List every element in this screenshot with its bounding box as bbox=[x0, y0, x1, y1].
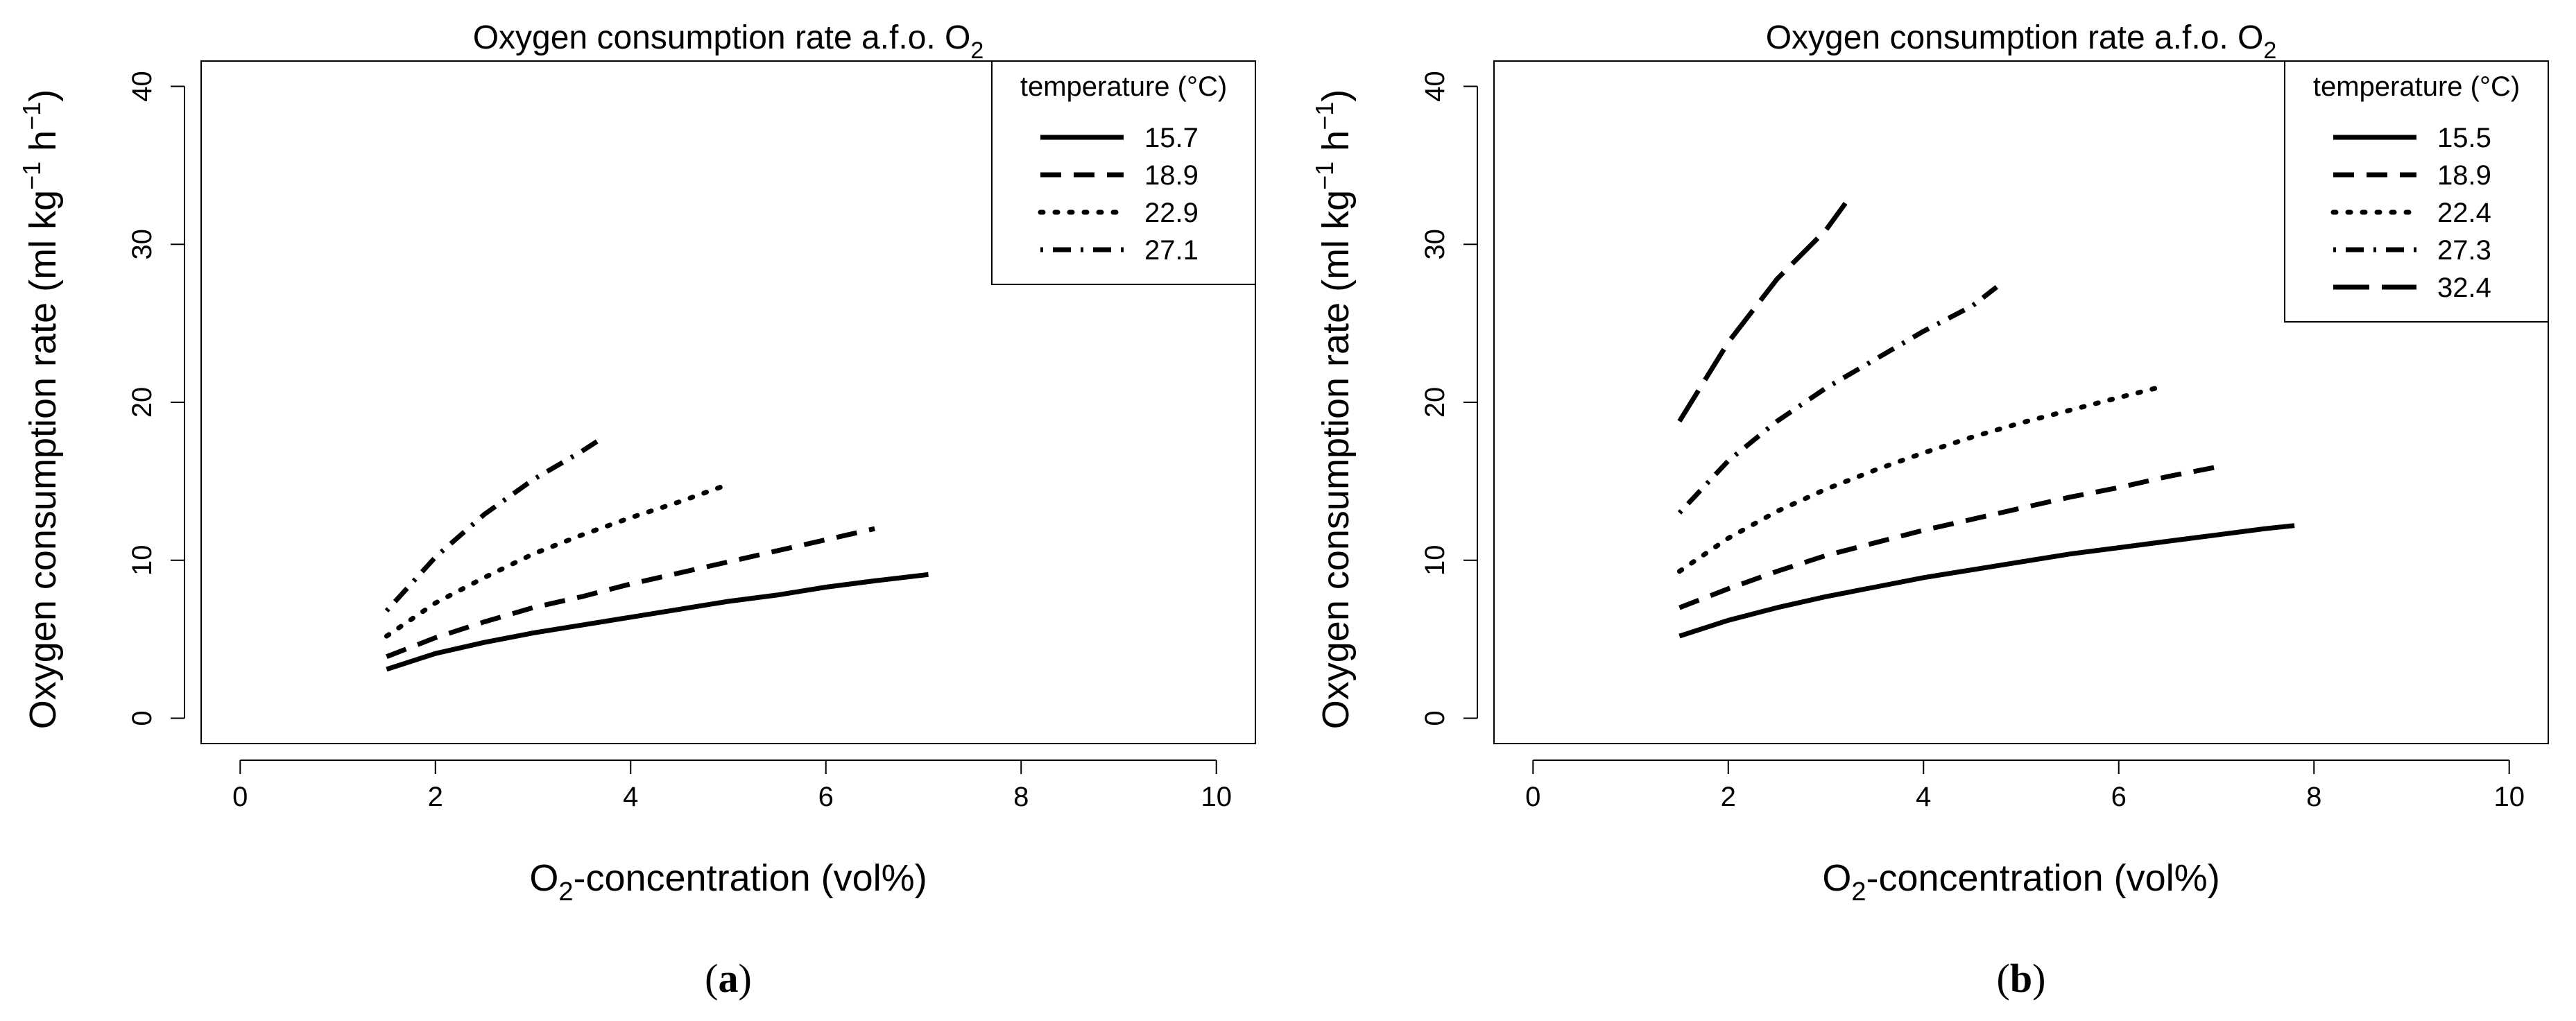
chart-title-subscript: 2 bbox=[2263, 37, 2276, 64]
panel-label-letter: a bbox=[719, 956, 739, 1001]
legend-label: 18.9 bbox=[2437, 160, 2491, 191]
legend-label: 15.5 bbox=[2437, 123, 2491, 153]
series-line-27-3 bbox=[1677, 284, 1998, 515]
y-axis-label-mid: h bbox=[1315, 130, 1357, 162]
chart-title-text: Oxygen consumption rate a.f.o. O bbox=[473, 19, 971, 56]
legend-title: temperature (°C) bbox=[1020, 71, 1227, 102]
legend-label: 18.9 bbox=[1144, 160, 1199, 191]
legend-title: temperature (°C) bbox=[2313, 71, 2520, 102]
legend-label: 32.4 bbox=[2437, 273, 2491, 303]
panel-b: Oxygen consumption rate a.f.o. O20 2 4 6 8 10… bbox=[1310, 19, 2549, 1001]
legend-box bbox=[2284, 60, 2549, 323]
y-axis-label: Oxygen consumption rate (ml kg−1 h−1) bbox=[17, 89, 64, 729]
series-line-22-4 bbox=[1676, 384, 2165, 574]
x-axis-label: O2-concentration (vol%) bbox=[529, 857, 927, 907]
x-tick-label: 0 bbox=[232, 782, 248, 812]
legend-label: 27.3 bbox=[2437, 235, 2491, 266]
series-line-32-4 bbox=[1677, 201, 1848, 423]
y-tick-label: 10 bbox=[127, 545, 157, 576]
y-axis-label: Oxygen consumption rate (ml kg−1 h−1) bbox=[1310, 89, 1357, 729]
panel-label-close: ) bbox=[739, 956, 752, 1001]
x-tick-label: 8 bbox=[1013, 782, 1029, 812]
chart-title-text: Oxygen consumption rate a.f.o. O bbox=[1766, 19, 2264, 56]
legend-label: 22.9 bbox=[1144, 198, 1199, 228]
x-axis-label: O2-concentration (vol%) bbox=[1822, 857, 2219, 907]
x-axis-label-prefix: O bbox=[1822, 857, 1851, 899]
panel-a: Oxygen consumption rate a.f.o. O20 2 4 6 8 10… bbox=[17, 19, 1256, 1001]
chart-title: Oxygen consumption rate a.f.o. O2 bbox=[473, 19, 984, 64]
legend-label: 22.4 bbox=[2437, 198, 2491, 228]
x-tick-label: 4 bbox=[623, 782, 638, 812]
x-tick-label: 2 bbox=[428, 782, 443, 812]
y-axis-label-superscript: −1 bbox=[1310, 102, 1339, 130]
y-axis-label-superscript: −1 bbox=[1310, 162, 1339, 190]
y-axis-label-mid: h bbox=[22, 130, 64, 162]
panel-label: (a) bbox=[705, 956, 752, 1001]
x-tick-label: 2 bbox=[1721, 782, 1736, 812]
x-tick-label: 6 bbox=[818, 782, 834, 812]
y-tick-label: 20 bbox=[127, 387, 157, 418]
panel-label-letter: b bbox=[2010, 956, 2032, 1001]
x-tick-label: 10 bbox=[2493, 782, 2525, 812]
panel-label-open: ( bbox=[1997, 956, 2010, 1001]
panel-label-close: ) bbox=[2032, 956, 2045, 1001]
x-tick-label: 4 bbox=[1916, 782, 1931, 812]
y-tick-label: 0 bbox=[127, 710, 157, 726]
y-tick-label: 30 bbox=[1420, 229, 1450, 260]
series-line-22-9 bbox=[384, 481, 731, 639]
series-line-15-5 bbox=[1678, 523, 2295, 639]
series-line-18-9 bbox=[386, 526, 875, 659]
y-axis-label-end: ) bbox=[22, 89, 64, 102]
series-line-27-1 bbox=[384, 436, 603, 613]
x-axis-label-subscript: 2 bbox=[1851, 877, 1866, 907]
panel-label: (b) bbox=[1997, 956, 2046, 1001]
y-tick-label: 40 bbox=[127, 71, 157, 102]
y-axis-label-superscript: −1 bbox=[17, 102, 46, 130]
x-tick-label: 10 bbox=[1201, 782, 1232, 812]
chart-title: Oxygen consumption rate a.f.o. O2 bbox=[1766, 19, 2277, 64]
y-axis-label-text: Oxygen consumption rate (ml kg bbox=[22, 190, 64, 729]
x-tick-label: 8 bbox=[2306, 782, 2321, 812]
y-axis-label-superscript: −1 bbox=[17, 162, 46, 190]
y-tick-label: 30 bbox=[127, 229, 157, 260]
x-axis-label-prefix: O bbox=[529, 857, 558, 899]
legend-label: 15.7 bbox=[1144, 123, 1199, 153]
x-axis-label-rest: -concentration (vol%) bbox=[1866, 857, 2219, 899]
plot-frame bbox=[200, 60, 1256, 744]
y-tick-label: 10 bbox=[1420, 545, 1450, 576]
x-tick-label: 0 bbox=[1525, 782, 1540, 812]
x-axis-label-subscript: 2 bbox=[558, 877, 573, 907]
y-tick-label: 0 bbox=[1420, 710, 1450, 726]
plot-frame bbox=[1493, 60, 2549, 744]
y-tick-label: 40 bbox=[1420, 71, 1450, 102]
series-line-18-9 bbox=[1678, 464, 2217, 610]
series-line-15-7 bbox=[386, 572, 929, 672]
x-axis-label-rest: -concentration (vol%) bbox=[573, 857, 927, 899]
y-tick-label: 20 bbox=[1420, 387, 1450, 418]
y-axis-label-text: Oxygen consumption rate (ml kg bbox=[1315, 190, 1357, 729]
chart-title-subscript: 2 bbox=[970, 37, 984, 64]
y-axis-label-end: ) bbox=[1315, 89, 1357, 102]
panel-label-open: ( bbox=[705, 956, 718, 1001]
x-tick-label: 6 bbox=[2111, 782, 2127, 812]
legend-label: 27.1 bbox=[1144, 235, 1199, 266]
